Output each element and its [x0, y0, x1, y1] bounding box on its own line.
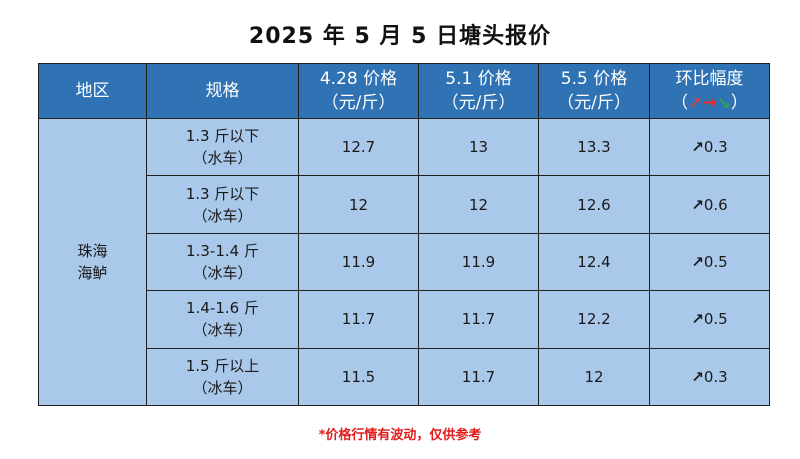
price-51-cell: 12: [418, 175, 539, 234]
paren-open: （: [671, 93, 689, 113]
change-value: 0.6: [703, 195, 728, 214]
price-55-cell: 12.4: [538, 232, 650, 292]
header-change-line1: 环比幅度: [675, 69, 744, 89]
change-value: 0.5: [703, 252, 728, 271]
change-cell: ↗0.3: [649, 347, 770, 407]
price-51-cell: 11.7: [418, 347, 539, 407]
arrow-up-right-icon: ↗: [691, 310, 704, 329]
header-region: 地区: [38, 63, 147, 119]
price-428-cell: 11.7: [298, 290, 419, 349]
spec-cell: 1.3 斤以下 （冰车）: [146, 175, 299, 234]
region-cell: 珠海 海鲈: [38, 118, 147, 406]
spec-transport: （冰车）: [192, 263, 253, 282]
spec-cell: 1.3 斤以下 （水车）: [146, 117, 299, 177]
spec-cell: 1.3-1.4 斤 （冰车）: [146, 232, 299, 292]
change-value: 0.3: [703, 138, 728, 157]
region-line1: 珠海: [77, 242, 108, 260]
header-spec: 规格: [146, 63, 299, 119]
header-price-51-line1: 5.1 价格: [445, 69, 512, 89]
header-price-55: 5.5 价格 （元/斤）: [538, 63, 650, 119]
page-title: 2025 年 5 月 5 日塘头报价: [248, 24, 552, 49]
change-cell: ↗0.5: [649, 290, 770, 349]
header-price-51-unit: （元/斤）: [441, 93, 516, 113]
paren-close: ）: [730, 93, 748, 113]
arrow-up-right-icon: ↗: [688, 93, 703, 113]
price-51-cell: 11.9: [418, 232, 539, 292]
change-cell: ↗0.6: [649, 175, 770, 234]
arrow-down-right-icon: ↘: [716, 93, 731, 113]
header-price-51: 5.1 价格 （元/斤）: [418, 63, 539, 119]
table-row: 1.5 斤以上 （冰车） 11.5 11.7 12 ↗0.3: [39, 347, 770, 407]
header-price-55-unit: （元/斤）: [557, 93, 631, 113]
table-row: 1.3 斤以下 （冰车） 12 12 12.6 ↗0.6: [39, 175, 770, 234]
price-428-cell: 11.9: [298, 232, 419, 292]
header-change-legend: （↗→↘）: [650, 91, 769, 115]
table-row: 珠海 海鲈 1.3 斤以下 （水车） 12.7 13 13.3 ↗0.3: [38, 117, 770, 406]
table-row: 1.3-1.4 斤 （冰车） 11.9 11.9 12.4 ↗0.5: [39, 232, 770, 292]
arrow-up-right-icon: ↗: [691, 138, 704, 157]
spec-size: 1.5 斤以上: [185, 356, 260, 375]
header-price-428: 4.28 价格 （元/斤）: [298, 63, 419, 119]
spec-transport: （水车）: [192, 149, 253, 168]
spec-transport: （冰车）: [192, 378, 253, 397]
header-price-428-line1: 4.28 价格: [319, 69, 398, 89]
region-line2: 海鲈: [77, 264, 108, 282]
change-value: 0.3: [703, 367, 728, 386]
change-value: 0.5: [703, 310, 728, 329]
price-428-cell: 12: [298, 175, 419, 234]
table-row: 1.4-1.6 斤 （冰车） 11.7 11.7 12.2 ↗0.5: [39, 290, 770, 349]
arrow-right-icon: →: [702, 93, 717, 113]
price-428-cell: 11.5: [298, 347, 419, 407]
arrow-up-right-icon: ↗: [691, 195, 704, 214]
price-428-cell: 12.7: [298, 117, 419, 177]
spec-cell: 1.5 斤以上 （冰车）: [146, 347, 299, 407]
spec-transport: （冰车）: [192, 321, 253, 340]
spec-transport: （冰车）: [192, 206, 253, 225]
change-cell: ↗0.3: [649, 117, 770, 177]
price-55-cell: 12.6: [538, 175, 650, 234]
spec-cell: 1.4-1.6 斤 （冰车）: [146, 290, 299, 349]
header-price-428-unit: （元/斤）: [321, 93, 396, 113]
spec-size: 1.3 斤以下: [185, 127, 260, 146]
disclaimer-note: *价格行情有波动，仅供参考: [318, 428, 482, 443]
header-row: 地区 规格 4.28 价格 （元/斤） 5.1 价格 （元/斤） 5.5 价格 …: [38, 63, 770, 119]
spec-size: 1.4-1.6 斤: [186, 299, 259, 318]
header-change: 环比幅度 （↗→↘）: [649, 63, 770, 119]
spec-size: 1.3 斤以下: [185, 184, 260, 203]
arrow-up-right-icon: ↗: [691, 367, 704, 386]
price-table: 地区 规格 4.28 价格 （元/斤） 5.1 价格 （元/斤） 5.5 价格 …: [38, 63, 770, 407]
arrow-up-right-icon: ↗: [691, 252, 704, 271]
price-55-cell: 12: [538, 347, 650, 407]
price-51-cell: 11.7: [418, 290, 539, 349]
price-55-cell: 12.2: [538, 290, 650, 349]
price-51-cell: 13: [418, 117, 539, 177]
header-price-55-line1: 5.5 价格: [560, 69, 628, 89]
change-cell: ↗0.5: [649, 232, 770, 292]
spec-size: 1.3-1.4 斤: [186, 241, 259, 260]
price-55-cell: 13.3: [538, 117, 650, 177]
